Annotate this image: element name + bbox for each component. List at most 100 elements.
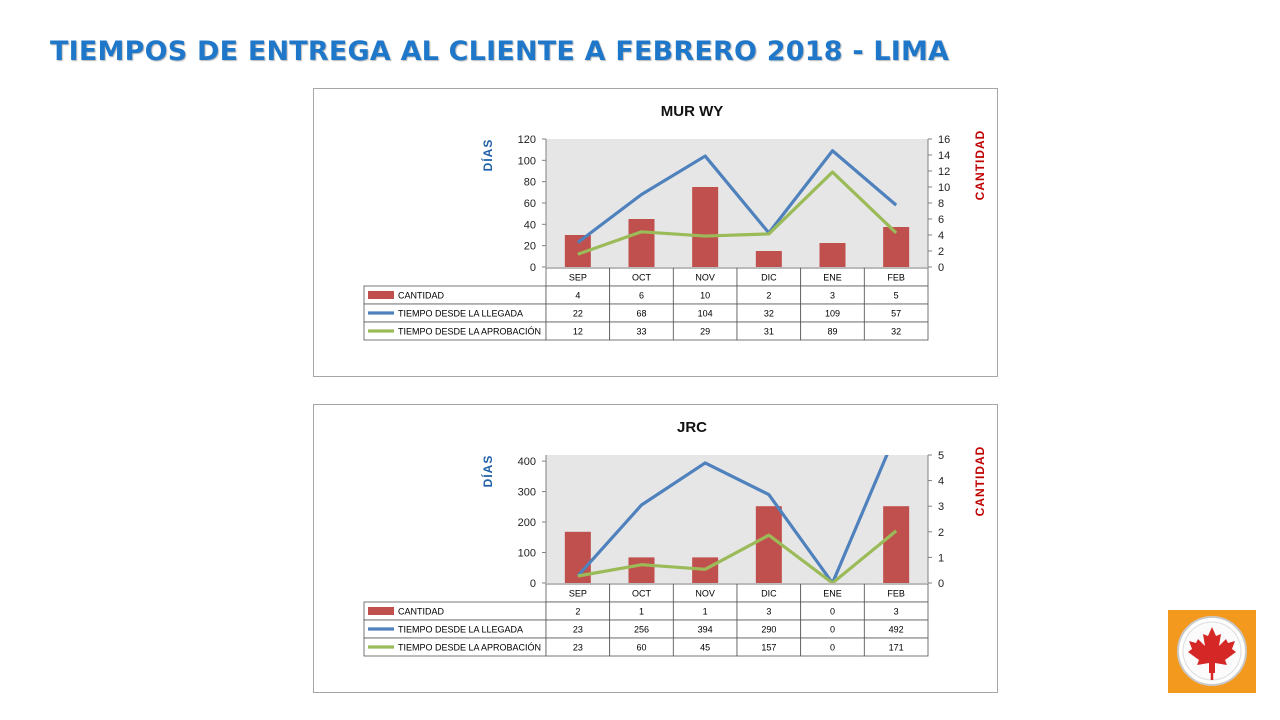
y-tick-label-right: 1 (938, 552, 944, 564)
bar-cantidad (755, 251, 782, 267)
table-value: 290 (761, 625, 776, 635)
line-tiempo-llegada (576, 149, 898, 244)
table-value: 4 (575, 291, 580, 301)
table-value: 104 (698, 309, 713, 319)
y-axis-label-left: DÍAS (480, 139, 495, 172)
line-tiempo-aprobacion (577, 529, 898, 583)
table-series-name: CANTIDAD (398, 291, 445, 301)
y-tick-label-left: 300 (518, 487, 536, 499)
bar-cantidad (628, 219, 655, 267)
y-tick-label-left: 100 (518, 155, 536, 167)
table-cell (863, 637, 929, 657)
bar-cantidad (819, 243, 846, 267)
table-header-label: NOV (695, 589, 715, 599)
table-value: 157 (761, 643, 776, 653)
y-tick-label-left: 0 (530, 262, 536, 274)
y-tick-label-right: 10 (938, 182, 950, 194)
table-value: 2 (766, 291, 771, 301)
y-tick-label-right: 4 (938, 476, 944, 488)
y-tick-label-right: 8 (938, 198, 944, 210)
bar-cantidad (628, 557, 655, 583)
plot-area (546, 139, 928, 267)
table-value: 60 (636, 643, 646, 653)
y-tick-label-left: 100 (518, 548, 536, 560)
table-value: 3 (894, 607, 899, 617)
plot-area (546, 455, 928, 583)
table-value: 0 (830, 607, 835, 617)
y-tick-label-right: 14 (938, 150, 950, 162)
table-value: 5 (894, 291, 899, 301)
table-value: 33 (636, 327, 646, 337)
table-header-label: OCT (632, 273, 652, 283)
bar-cantidad (755, 506, 782, 583)
table-header-label: SEP (569, 273, 587, 283)
bar-cantidad (883, 227, 910, 267)
table-value: 0 (830, 625, 835, 635)
table-value: 32 (764, 309, 774, 319)
page-title: TIEMPOS DE ENTREGA AL CLIENTE A FEBRERO … (50, 36, 950, 67)
table-value: 256 (634, 625, 649, 635)
table-header-label: OCT (632, 589, 652, 599)
y-axis-label-right: CANTIDAD (973, 130, 987, 201)
table-header-label: NOV (695, 273, 715, 283)
table-value: 29 (700, 327, 710, 337)
table-header-label: ENE (823, 589, 842, 599)
line-tiempo-aprobacion (577, 170, 898, 256)
table-series-name: CANTIDAD (398, 607, 445, 617)
line-tiempo-llegada (576, 455, 889, 583)
y-tick-label-right: 16 (938, 134, 950, 146)
table-header-label: SEP (569, 589, 587, 599)
bar-cantidad (883, 506, 910, 583)
table-value: 12 (573, 327, 583, 337)
legend-key-cantidad (368, 291, 394, 299)
maple-leaf-icon (1177, 616, 1247, 686)
table-series-name: TIEMPO DESDE LA APROBACIÓN (398, 643, 541, 653)
y-tick-label-right: 6 (938, 214, 944, 226)
chart-panel-jrc: JRC DÍAS CANTIDAD 0 100 200 300 400 0 1 2 3 4 5 SEP OCT… (313, 404, 998, 693)
table-header-label: DIC (761, 589, 777, 599)
table-value: 68 (636, 309, 646, 319)
y-tick-label-right: 2 (938, 527, 944, 539)
chart-title: JRC (677, 419, 707, 436)
y-tick-label-left: 40 (524, 219, 536, 231)
chart-panel-mur-wy: MUR WY DÍAS CANTIDAD 0 20 40 60 80 100 120 0 2 4 6 8 10… (313, 88, 998, 377)
table-value: 0 (830, 643, 835, 653)
y-tick-label-left: 80 (524, 177, 536, 189)
table-value: 89 (827, 327, 837, 337)
bar-cantidad (692, 187, 719, 267)
y-tick-label-right: 12 (938, 166, 950, 178)
table-value: 171 (889, 643, 904, 653)
y-axis-label-right: CANTIDAD (973, 446, 987, 517)
y-tick-label-left: 0 (530, 578, 536, 590)
legend-key-cantidad (368, 607, 394, 615)
table-series-name: TIEMPO DESDE LA APROBACIÓN (398, 327, 541, 337)
table-value: 3 (830, 291, 835, 301)
y-axis-label-left: DÍAS (480, 455, 495, 488)
table-value: 45 (700, 643, 710, 653)
table-value: 23 (573, 625, 583, 635)
table-header-label: FEB (887, 273, 905, 283)
table-value: 23 (573, 643, 583, 653)
y-tick-label-right: 2 (938, 246, 944, 258)
y-tick-label-right: 0 (938, 578, 944, 590)
y-tick-label-left: 400 (518, 456, 536, 468)
y-tick-label-right: 4 (938, 230, 944, 242)
table-value: 32 (891, 327, 901, 337)
table-header-label: DIC (761, 273, 777, 283)
table-value: 394 (698, 625, 713, 635)
table-value: 1 (639, 607, 644, 617)
table-header-label: ENE (823, 273, 842, 283)
table-value: 492 (889, 625, 904, 635)
y-tick-label-left: 200 (518, 517, 536, 529)
table-header-label: FEB (887, 589, 905, 599)
table-value: 6 (639, 291, 644, 301)
y-tick-label-right: 3 (938, 501, 944, 513)
chart-title: MUR WY (661, 103, 724, 120)
logo (1168, 610, 1256, 693)
table-value: 10 (700, 291, 710, 301)
table-value: 57 (891, 309, 901, 319)
table-value: 3 (766, 607, 771, 617)
y-tick-label-right: 0 (938, 262, 944, 274)
